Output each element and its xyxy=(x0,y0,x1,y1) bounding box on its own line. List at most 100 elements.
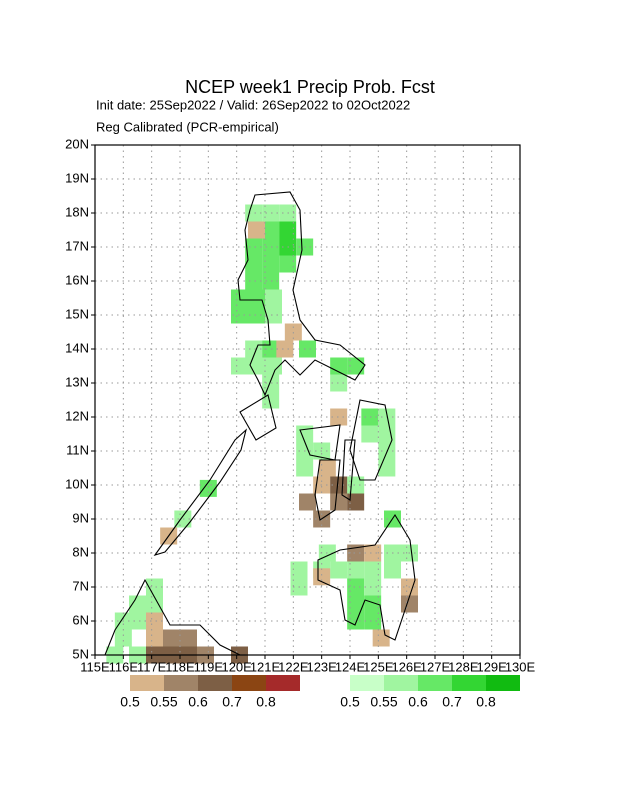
legend-swatch xyxy=(452,675,486,691)
y-tick-label: 9N xyxy=(72,510,89,525)
legend-label: 0.55 xyxy=(370,694,397,710)
below-normal-cell xyxy=(299,493,316,511)
x-tick-label: 125E xyxy=(363,659,394,674)
coastline xyxy=(104,578,241,656)
y-tick-label: 5N xyxy=(72,646,89,661)
legend-swatch xyxy=(130,675,164,691)
grid-layer: 115E116E117E118E119E120E121E122E123E124E… xyxy=(65,136,535,674)
above-normal-cell xyxy=(245,255,263,273)
below-normal-cell xyxy=(347,493,365,511)
above-normal-cell xyxy=(231,357,248,375)
above-normal-cell xyxy=(384,561,401,579)
above-normal-cell xyxy=(330,561,348,579)
below-normal-cell xyxy=(372,629,390,647)
above-normal-cell xyxy=(347,612,365,630)
x-tick-label: 117E xyxy=(137,659,167,674)
legend-label: 0.5 xyxy=(120,694,140,710)
legend-swatch xyxy=(418,675,452,691)
below-normal-cell xyxy=(330,493,348,511)
x-tick-label: 127E xyxy=(420,659,451,674)
above-normal-cell xyxy=(279,221,297,239)
legend-swatch xyxy=(266,675,300,691)
above-normal-cell xyxy=(347,476,365,494)
legend-swatch xyxy=(164,675,198,691)
legend-label: 0.8 xyxy=(476,694,496,710)
y-tick-label: 16N xyxy=(65,272,89,287)
y-tick-label: 18N xyxy=(65,204,89,219)
legend-swatch xyxy=(232,675,266,691)
x-tick-label: 118E xyxy=(165,659,195,674)
above-normal-cell xyxy=(262,221,280,239)
legend-swatch xyxy=(198,675,232,691)
above-normal-cell xyxy=(129,595,146,613)
y-tick-label: 10N xyxy=(65,476,89,491)
coastline xyxy=(349,399,393,481)
above-normal-cell xyxy=(262,255,280,273)
above-normal-cell xyxy=(279,255,297,273)
legend: 0.5 0.55 0.6 0.7 0.8 0.5 0.55 0.6 0.7 0.8 xyxy=(120,675,520,710)
coastline xyxy=(239,394,277,441)
legend-label: 0.5 xyxy=(340,694,360,710)
above-normal-cell xyxy=(361,425,379,443)
y-tick-label: 7N xyxy=(72,578,89,593)
above-normal-cell xyxy=(265,306,282,324)
x-tick-label: 121E xyxy=(250,659,281,674)
above-normal-cell xyxy=(174,510,192,528)
above-normal-cell xyxy=(364,578,382,596)
legend-label: 0.7 xyxy=(222,694,242,710)
x-tick-label: 119E xyxy=(194,659,224,674)
above-normal-cell xyxy=(290,561,308,579)
above-normal-cell xyxy=(265,357,282,375)
below-normal-cell xyxy=(276,340,294,358)
above-normal-cell xyxy=(265,289,282,307)
coastline xyxy=(153,428,247,556)
above-normal-cell xyxy=(262,272,280,290)
below-normal-cell xyxy=(146,629,163,647)
y-tick-label: 12N xyxy=(65,408,89,423)
above-normal-cell xyxy=(245,204,263,222)
below-normal-cell xyxy=(248,221,265,239)
above-normal-cell xyxy=(146,578,163,596)
method-note: Reg Calibrated (PCR-empirical) xyxy=(96,119,279,134)
above-normal-cell xyxy=(129,612,146,630)
above-normal-cell xyxy=(248,289,265,307)
above-normal-cell xyxy=(299,340,316,358)
above-normal-cell xyxy=(146,595,163,613)
x-tick-label: 130E xyxy=(505,659,536,674)
below-normal-cell xyxy=(180,629,197,647)
subtitle: Init date: 25Sep2022 / Valid: 26Sep2022 … xyxy=(96,97,410,112)
above-normal-cell xyxy=(245,272,263,290)
above-normal-cell xyxy=(262,374,280,392)
map-frame xyxy=(94,144,521,656)
above-normal-cell xyxy=(296,425,314,443)
legend-swatch xyxy=(384,675,418,691)
x-tick-label: 123E xyxy=(306,659,337,674)
legend-swatch xyxy=(486,675,520,691)
x-tick-label: 126E xyxy=(391,659,422,674)
x-tick-label: 128E xyxy=(448,659,479,674)
above-normal-cell xyxy=(262,238,280,256)
y-tick-label: 13N xyxy=(65,374,89,389)
above-normal-cell xyxy=(296,459,314,477)
coastline xyxy=(314,459,341,521)
above-normal-cell xyxy=(378,425,396,443)
coastline xyxy=(341,439,356,501)
x-tick-label: 122E xyxy=(278,659,309,674)
x-tick-label: 120E xyxy=(221,659,252,674)
above-normal-cell xyxy=(231,306,248,324)
below-normal-cell xyxy=(146,612,163,630)
x-tick-label: 129E xyxy=(476,659,507,674)
above-normal-cell xyxy=(114,629,132,647)
y-tick-label: 8N xyxy=(72,544,89,559)
legend-label: 0.7 xyxy=(442,694,462,710)
legend-label: 0.6 xyxy=(188,694,208,710)
y-tick-label: 20N xyxy=(65,136,89,151)
title: NCEP week1 Precip Prob. Fcst xyxy=(185,77,435,97)
x-tick-label: 115E xyxy=(80,659,110,674)
x-tick-label: 124E xyxy=(335,659,366,674)
above-normal-cell xyxy=(361,408,379,426)
above-normal-cell xyxy=(347,561,365,579)
legend-label: 0.6 xyxy=(408,694,428,710)
